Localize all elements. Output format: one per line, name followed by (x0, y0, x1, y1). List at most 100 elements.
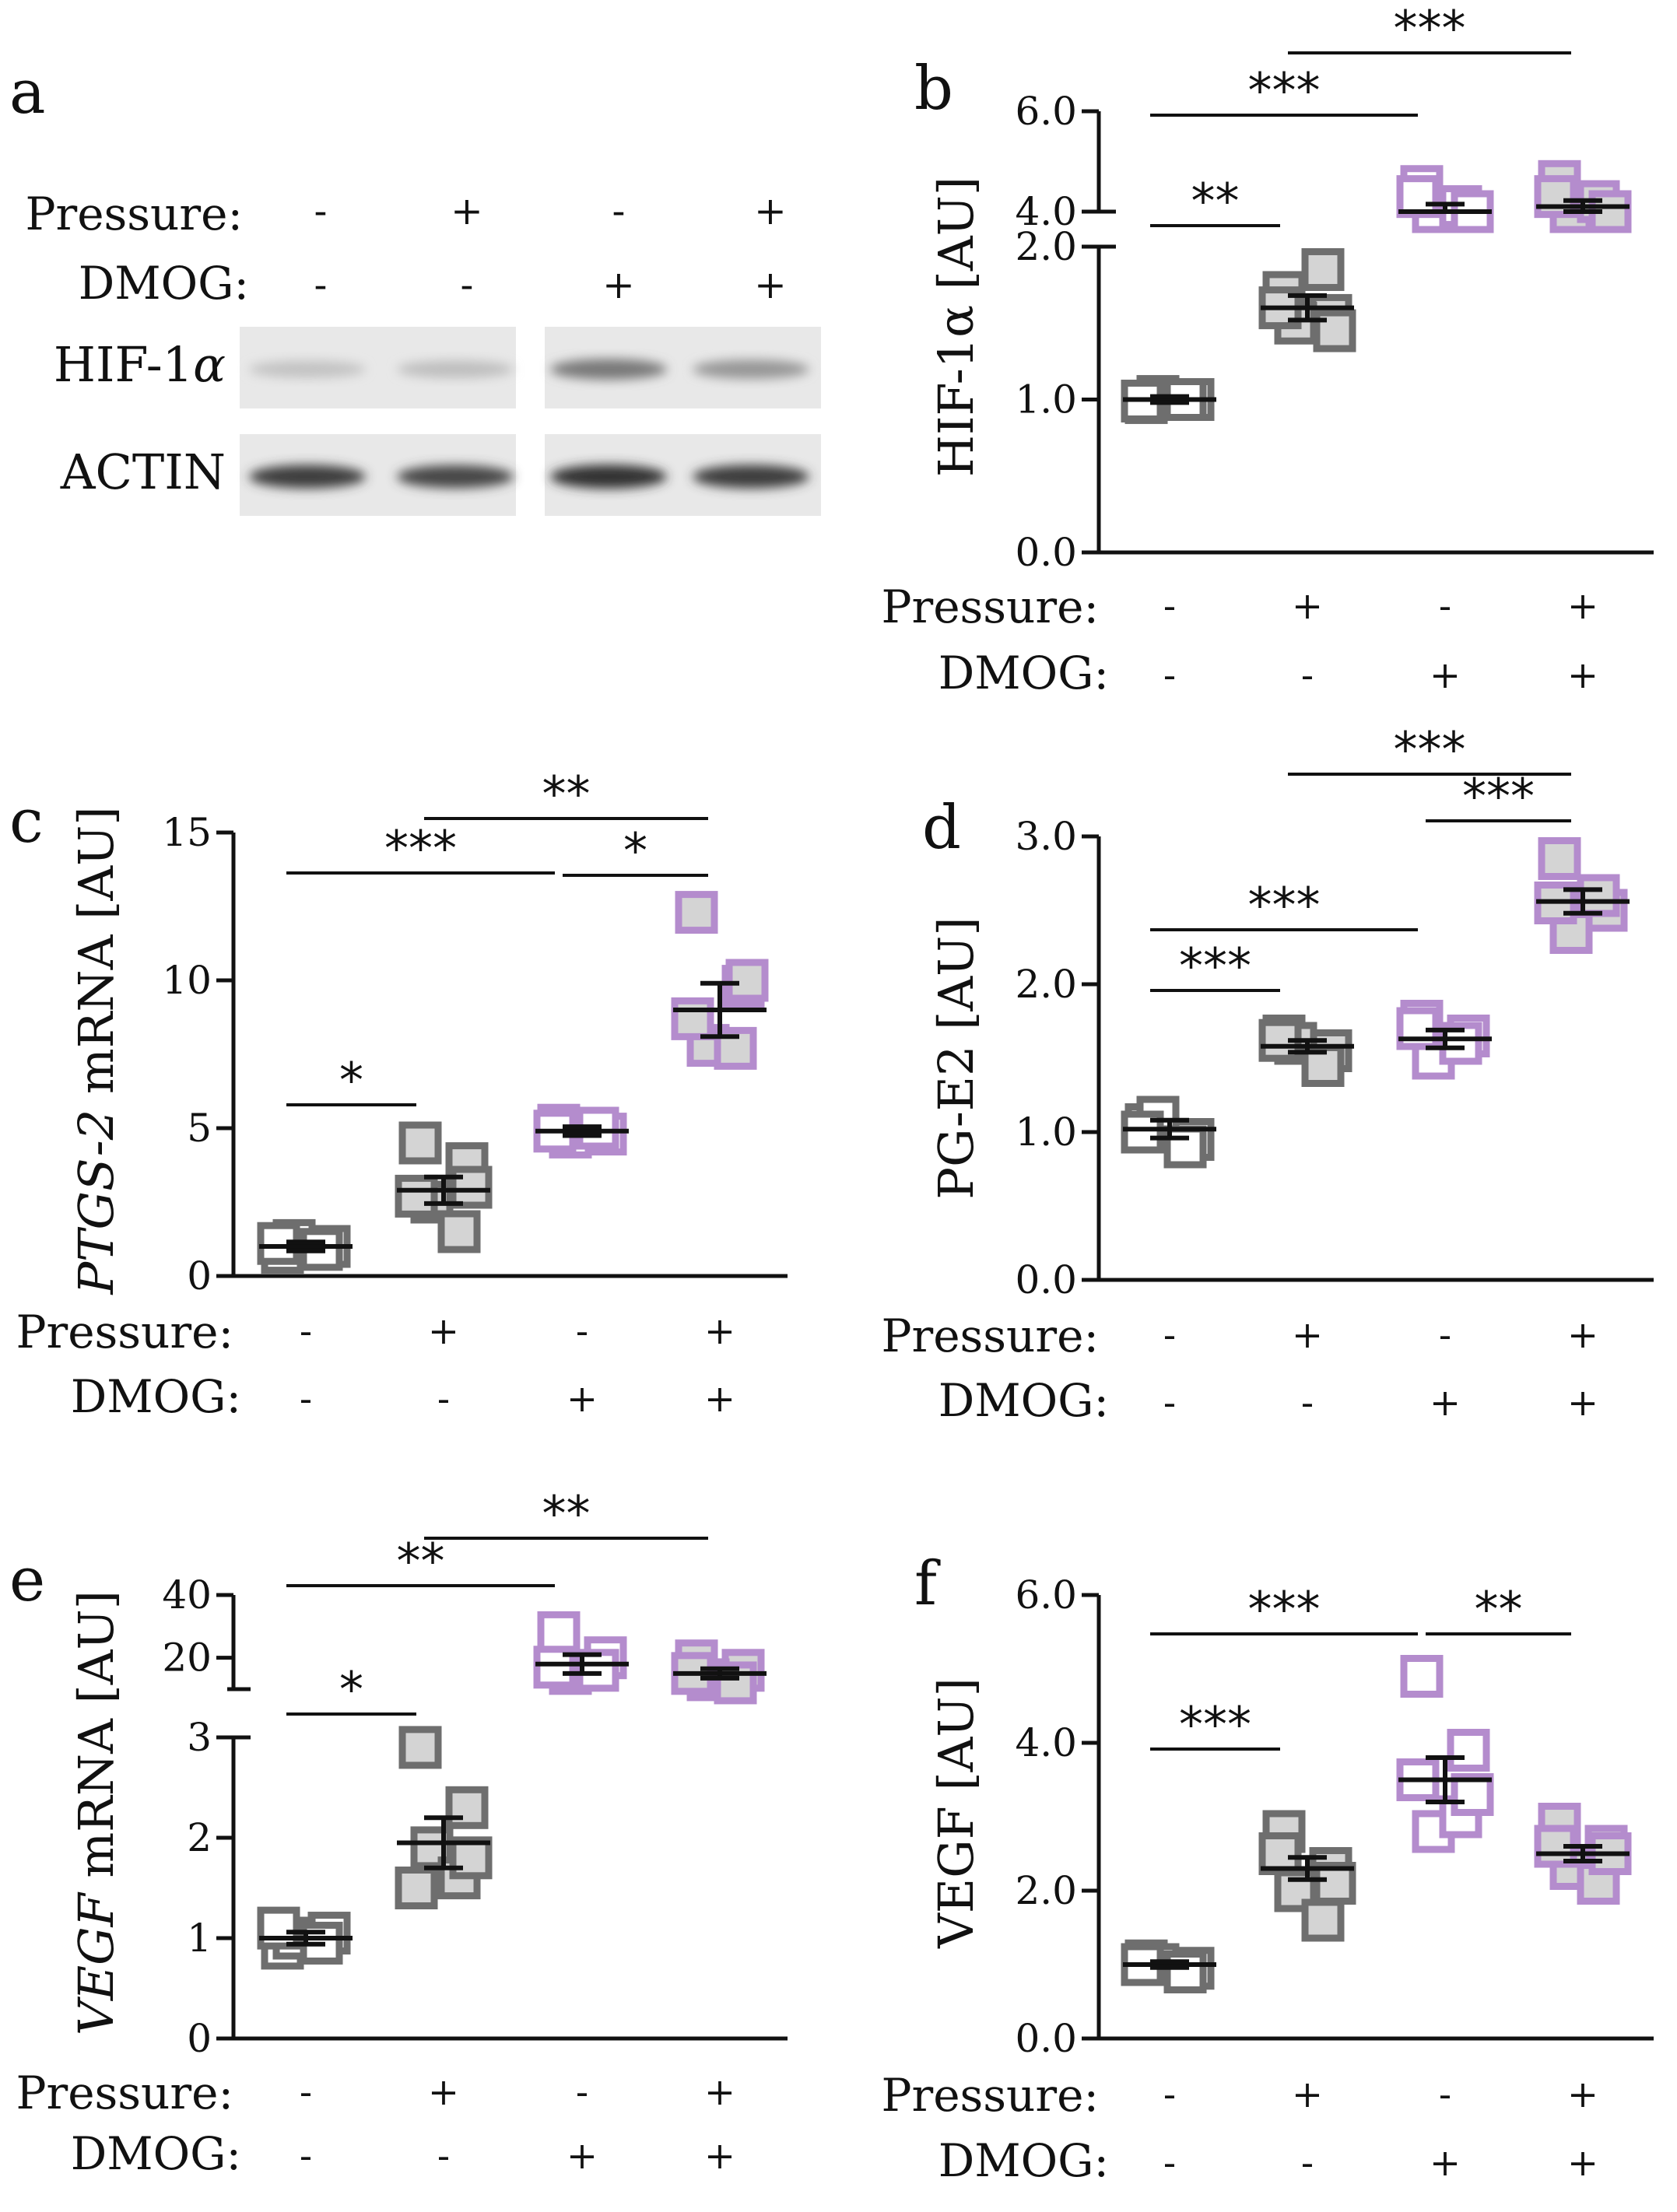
pressure-sign: + (1567, 1313, 1598, 1357)
data-point (1258, 1832, 1302, 1875)
chart-panel-e: e 0 1 2 3 20 40 VEGF mRNA [AU] Pressure: DMOG: - + -… (9, 1485, 788, 2180)
y-axis-label: PG-E2 [AU] (928, 917, 984, 1199)
data-point (714, 1661, 757, 1705)
data-point (725, 959, 769, 1002)
y-tick-label: 1.0 (1015, 377, 1077, 422)
pressure-sign: + (1292, 2073, 1323, 2116)
y-tick-label: 4.0 (1015, 189, 1077, 234)
pressure-sign: - (576, 1309, 588, 1353)
pressure-label: Pressure: (16, 1306, 233, 1358)
y-tick-label: 0.0 (1015, 1257, 1077, 1302)
data-point (1538, 837, 1581, 880)
pressure-sign: - (1163, 584, 1176, 628)
blot-dmog-sign: + (754, 262, 787, 307)
data-point (395, 1867, 438, 1909)
pressure-sign: - (1163, 1313, 1176, 1357)
y-tick-label: 5 (187, 1106, 212, 1151)
data-point (1301, 247, 1345, 291)
dmog-sign: - (1163, 2141, 1176, 2185)
panel-letter-c: c (9, 787, 44, 857)
significance-label: *** (1394, 721, 1466, 778)
blot-actin-label: ACTIN (60, 443, 226, 500)
blot-band (397, 360, 514, 378)
dmog-sign: - (300, 1377, 312, 1421)
data-point (1412, 1810, 1455, 1853)
significance-label: *** (1248, 62, 1321, 119)
y-axis-label: HIF-1α [AU] (928, 177, 984, 477)
data-point (395, 1174, 438, 1218)
data-point (576, 1649, 619, 1692)
panel-letter-a: a (9, 58, 46, 128)
panel-letter-e: e (9, 1545, 45, 1615)
y-tick-label: 2.0 (1015, 962, 1077, 1007)
significance-label: ** (1191, 173, 1240, 230)
dmog-sign: - (437, 1377, 450, 1421)
significance-label: * (339, 1661, 363, 1718)
dmog-sign: + (704, 1377, 735, 1421)
pressure-label: Pressure: (16, 2067, 233, 2119)
pressure-sign: + (1567, 584, 1598, 628)
y-tick-label: 20 (162, 1635, 212, 1681)
significance-label: *** (1462, 768, 1535, 825)
pressure-sign: + (1292, 584, 1323, 628)
blot-band (397, 464, 514, 489)
dmog-label: DMOG: (71, 2127, 241, 2180)
significance-label: *** (384, 820, 457, 877)
y-tick-label: 2 (187, 1815, 212, 1860)
chart-panel-d: d 0.0 1.0 2.0 3.0 PG-E2 [AU] Pressure: DMOG: - + -… (881, 721, 1654, 1427)
y-tick-label: 1 (187, 1916, 212, 1961)
pressure-sign: + (1292, 1313, 1323, 1357)
dmog-sign: - (1301, 2141, 1314, 2185)
dmog-sign: + (567, 1377, 598, 1421)
chart-panel-f: f 0.0 2.0 4.0 6.0 VEGF [AU] Pressure: DMOG: - + - +… (881, 1549, 1654, 2187)
blot-band (550, 359, 667, 380)
pressure-label: Pressure: (881, 580, 1099, 633)
data-point (1577, 874, 1620, 917)
blot-pressure-label: Pressure: (25, 188, 243, 240)
blot-dmog-sign: - (314, 262, 328, 307)
blot-dmog-label: DMOG: (79, 257, 249, 310)
data-point (675, 891, 718, 934)
blot-dmog-sign: - (461, 262, 474, 307)
y-tick-label: 4.0 (1015, 1720, 1077, 1765)
y-axis-label: VEGF [AU] (928, 1677, 984, 1949)
blot-band (550, 464, 667, 489)
significance-label: * (623, 822, 647, 879)
dmog-sign: + (1430, 1381, 1461, 1425)
data-point (671, 997, 714, 1040)
dmog-sign: - (1301, 654, 1314, 697)
data-point (1447, 1729, 1490, 1772)
y-tick-label: 3.0 (1015, 814, 1077, 859)
pressure-sign: - (1439, 584, 1451, 628)
blot-band (249, 360, 366, 378)
y-tick-label: 6.0 (1015, 89, 1077, 134)
y-tick-label: 1.0 (1015, 1110, 1077, 1155)
y-tick-label: 10 (162, 958, 212, 1003)
dmog-label: DMOG: (938, 1374, 1109, 1427)
data-point (445, 1786, 489, 1829)
y-tick-label: 0.0 (1015, 2016, 1077, 2061)
significance-label: *** (1179, 1696, 1251, 1753)
significance-label: *** (1394, 0, 1466, 57)
blot-pressure-sign: - (314, 188, 328, 233)
dmog-sign: + (1567, 1381, 1598, 1425)
pressure-sign: - (300, 1309, 312, 1353)
data-point (1451, 1773, 1494, 1816)
dmog-sign: + (567, 2134, 598, 2178)
significance-label: ** (1475, 1581, 1523, 1638)
dmog-sign: - (1301, 1381, 1314, 1425)
significance-label: *** (1248, 877, 1321, 934)
dmog-sign: + (1567, 2141, 1598, 2185)
y-axis-label: VEGF mRNA [AU] (68, 1590, 125, 2035)
y-tick-label: 0 (187, 2016, 212, 2061)
data-point (533, 1646, 577, 1689)
pressure-sign: + (428, 2070, 459, 2114)
blot-pressure-sign: - (612, 188, 626, 233)
dmog-sign: - (437, 2134, 450, 2178)
y-axis-label: PTGS-2 mRNA [AU] (68, 806, 125, 1295)
dmog-label: DMOG: (71, 1370, 241, 1423)
panel-letter-b: b (914, 54, 953, 124)
blot-dmog-sign: + (602, 262, 635, 307)
dmog-label: DMOG: (938, 2134, 1109, 2187)
data-point (1121, 1110, 1164, 1154)
